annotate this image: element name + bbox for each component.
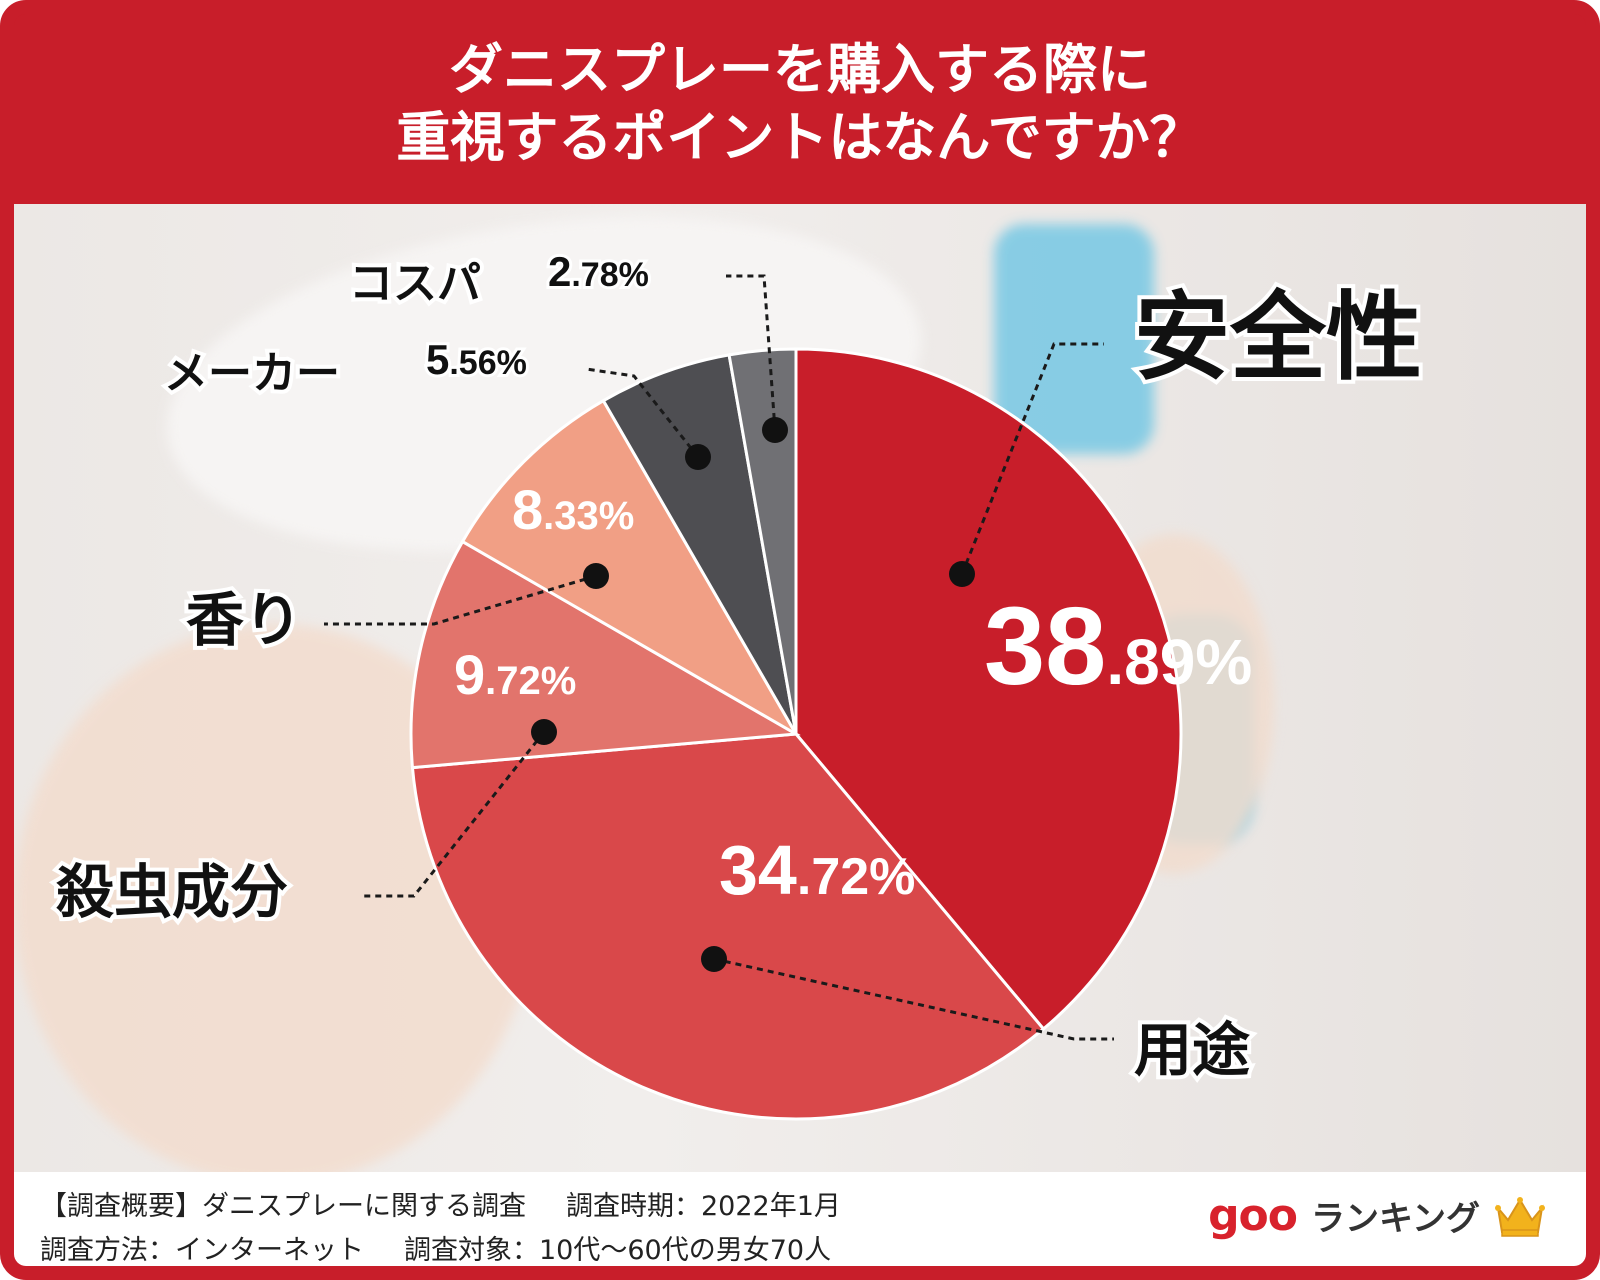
pie-slice-6 [727, 347, 798, 735]
survey-period: 調査時期：2022年1月 [566, 1191, 841, 1222]
survey-summary: 【調査概要】ダニスプレーに関する調査 [40, 1191, 526, 1222]
value-label-dec: .33% [543, 494, 634, 538]
value-label-dec: .78% [571, 256, 649, 294]
category-label-6: コスパ [349, 258, 481, 309]
leader-line-6 [726, 274, 777, 431]
chart-title: ダニスプレーを購入する際に 重視するポイントはなんですか？ [14, 14, 1586, 204]
leader-dot-4 [583, 563, 609, 589]
value-label-int: 38 [984, 585, 1106, 708]
goo-ranking-logo: goo ランキング [1208, 1190, 1546, 1241]
footer: 【調査概要】ダニスプレーに関する調査 調査時期：2022年1月 調査方法：インター… [14, 1172, 1586, 1266]
crown-icon [1495, 1196, 1545, 1237]
value-label-2: 34.72% [719, 831, 915, 909]
value-label-1: 38.89% [984, 585, 1252, 708]
leader-line-5 [585, 367, 700, 458]
value-label-4: 8.33% [512, 478, 634, 541]
survey-target: 調査対象：10代〜60代の男女70人 [404, 1235, 832, 1266]
category-label-3: 殺虫成分 [56, 858, 288, 926]
leader-line-2 [713, 957, 1114, 1041]
category-label-2: 用途 [1134, 1016, 1250, 1084]
logo-goo: goo [1208, 1190, 1298, 1241]
leader-line-4 [324, 574, 597, 626]
leader-line-1 [960, 342, 1104, 575]
value-label-3: 9.72% [454, 643, 576, 706]
title-line-2: 重視するポイントはなんですか？ [396, 106, 1204, 169]
pie-slice-5 [601, 353, 798, 735]
title-line-1: ダニスプレーを購入する際に [449, 38, 1151, 101]
leader-dot-2 [701, 946, 727, 972]
category-label-1: 安全性 [1134, 281, 1422, 393]
survey-summary-line: 【調査概要】ダニスプレーに関する調査 調査時期：2022年1月 [40, 1184, 881, 1223]
value-label-dec: .72% [485, 659, 576, 703]
value-label-int: 5 [426, 336, 449, 383]
value-label-dec: .89% [1106, 626, 1252, 698]
leader-dot-1 [949, 561, 975, 587]
pie-slice-1 [794, 347, 1183, 1032]
pie-slice-3 [409, 539, 801, 770]
survey-method: 調査方法：インターネット [40, 1235, 364, 1266]
chart-panel: 38.89% 安全性 34.72% 用途 9.72% 殺虫成分 8.33% 香り 5.56% メー… [14, 204, 1586, 1172]
pie-chart: 38.89%安全性34.72%用途9.72%殺虫成分8.33%香り5.56%メー… [52, 245, 1426, 1121]
pie-slice-4 [460, 398, 801, 739]
value-label-dec: .56% [449, 344, 527, 382]
value-label-dec: .72% [797, 848, 916, 906]
leader-dot-5 [685, 444, 711, 470]
logo-ranking: ランキング [1311, 1199, 1480, 1239]
category-label-5: メーカー [164, 348, 340, 399]
survey-method-line: 調査方法：インターネット 調査対象：10代〜60代の男女70人 [40, 1228, 871, 1266]
leader-dot-3 [531, 719, 557, 745]
leader-dot-6 [762, 417, 788, 443]
value-label-int: 34 [719, 831, 797, 909]
pie-slice-2 [410, 732, 1046, 1121]
value-label-5: 5.56% [426, 336, 527, 383]
value-label-int: 8 [512, 478, 543, 541]
value-label-int: 2 [548, 248, 571, 295]
value-label-int: 9 [454, 643, 485, 706]
leader-line-3 [364, 731, 546, 898]
category-label-4: 香り [186, 586, 302, 654]
value-label-6: 2.78% [548, 248, 649, 295]
